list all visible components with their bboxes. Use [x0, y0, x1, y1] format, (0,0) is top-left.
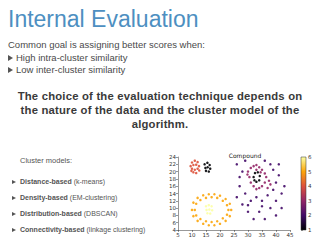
- html-text:The choice of the evaluation t: The choice of the evaluation technique d…: [17, 90, 303, 130]
- svg-text:6: 6: [173, 220, 177, 226]
- html-text:Low inter-cluster similarity: Low inter-cluster similarity: [16, 64, 126, 75]
- svg-text:Compound: Compound: [229, 152, 262, 160]
- html-text:Connectivity-based (linkage cl: Connectivity-based (linkage clustering): [20, 226, 146, 233]
- svg-text:40: 40: [273, 232, 280, 238]
- svg-text:16: 16: [169, 183, 176, 189]
- html-text:Internal Evaluation: Internal Evaluation: [8, 6, 199, 32]
- html-text:Distribution-based (DBSCAN): Distribution-based (DBSCAN): [20, 210, 118, 217]
- svg-text:25: 25: [231, 232, 238, 238]
- svg-text:20: 20: [217, 232, 224, 238]
- svg-text:14: 14: [169, 191, 176, 197]
- svg-text:10: 10: [169, 205, 176, 211]
- svg-text:20: 20: [169, 169, 176, 175]
- svg-text:5: 5: [176, 232, 180, 238]
- html-text:High intra-cluster similarity: High intra-cluster similarity: [16, 52, 128, 63]
- svg-text:10: 10: [189, 232, 196, 238]
- svg-text:2: 2: [308, 212, 312, 218]
- svg-text:8: 8: [173, 212, 177, 218]
- html-text:Common goal is assigning bette: Common goal is assigning better scores w…: [8, 39, 205, 50]
- html-text:Density-based (EM-clustering): Density-based (EM-clustering): [20, 194, 118, 201]
- svg-text:3: 3: [308, 198, 312, 204]
- svg-text:4: 4: [172, 227, 176, 233]
- svg-text:45: 45: [287, 232, 294, 238]
- svg-text:35: 35: [259, 232, 266, 238]
- svg-text:30: 30: [245, 232, 252, 238]
- svg-text:24: 24: [169, 154, 176, 160]
- svg-text:6: 6: [308, 154, 312, 160]
- svg-text:22: 22: [169, 161, 176, 167]
- html-text:Distance-based (k-means): Distance-based (k-means): [20, 178, 106, 185]
- svg-text:4: 4: [308, 183, 312, 189]
- svg-text:15: 15: [203, 232, 210, 238]
- html-text:Cluster models:: Cluster models:: [20, 156, 73, 165]
- svg-text:1: 1: [308, 227, 312, 233]
- svg-text:5: 5: [308, 169, 312, 175]
- svg-text:12: 12: [169, 198, 176, 204]
- svg-text:18: 18: [169, 176, 176, 182]
